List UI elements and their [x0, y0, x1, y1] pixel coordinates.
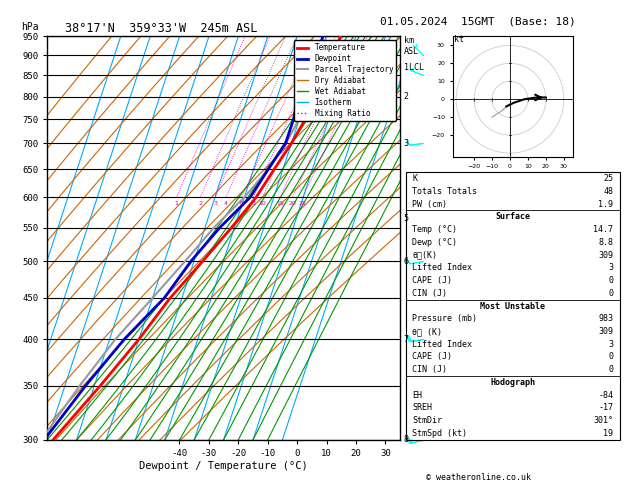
Text: Surface: Surface [495, 212, 530, 221]
Text: 6: 6 [404, 257, 409, 265]
Text: SREH: SREH [412, 403, 432, 413]
Text: CAPE (J): CAPE (J) [412, 352, 452, 362]
Text: 0: 0 [608, 352, 613, 362]
Text: PW (cm): PW (cm) [412, 200, 447, 208]
Text: Most Unstable: Most Unstable [480, 301, 545, 311]
Text: 3: 3 [213, 201, 217, 206]
Text: -84: -84 [598, 391, 613, 399]
Text: 5: 5 [404, 214, 409, 223]
Text: kt: kt [454, 35, 464, 44]
Legend: Temperature, Dewpoint, Parcel Trajectory, Dry Adiabat, Wet Adiabat, Isotherm, Mi: Temperature, Dewpoint, Parcel Trajectory… [294, 40, 396, 121]
Text: 3: 3 [404, 139, 409, 148]
Text: 25: 25 [299, 201, 307, 206]
Text: hPa: hPa [21, 22, 38, 33]
Text: 1LCL: 1LCL [404, 63, 423, 72]
Text: 6: 6 [240, 201, 243, 206]
Text: 309: 309 [598, 327, 613, 336]
Text: 7: 7 [404, 335, 409, 344]
Text: θᴄ(K): θᴄ(K) [412, 251, 437, 260]
Text: CAPE (J): CAPE (J) [412, 276, 452, 285]
Text: 0: 0 [608, 289, 613, 298]
Text: Totals Totals: Totals Totals [412, 187, 477, 196]
Text: CIN (J): CIN (J) [412, 365, 447, 374]
Text: Lifted Index: Lifted Index [412, 340, 472, 349]
Text: 8: 8 [252, 201, 255, 206]
Text: 301°: 301° [593, 416, 613, 425]
Text: EH: EH [412, 391, 422, 399]
Text: K: K [412, 174, 417, 183]
Text: 1.9: 1.9 [598, 200, 613, 208]
Text: -17: -17 [598, 403, 613, 413]
Text: Lifted Index: Lifted Index [412, 263, 472, 272]
Text: Temp (°C): Temp (°C) [412, 225, 457, 234]
Text: 983: 983 [598, 314, 613, 323]
Text: 4: 4 [224, 201, 228, 206]
Text: 15: 15 [276, 201, 284, 206]
Text: 309: 309 [598, 251, 613, 260]
Text: StmSpd (kt): StmSpd (kt) [412, 429, 467, 438]
Text: 0: 0 [608, 276, 613, 285]
Text: θᴄ (K): θᴄ (K) [412, 327, 442, 336]
Text: CIN (J): CIN (J) [412, 289, 447, 298]
Text: 48: 48 [603, 187, 613, 196]
Text: 2: 2 [404, 92, 409, 101]
Text: © weatheronline.co.uk: © weatheronline.co.uk [426, 473, 530, 482]
Text: 3: 3 [608, 263, 613, 272]
Text: 14.7: 14.7 [593, 225, 613, 234]
Text: 2: 2 [198, 201, 203, 206]
Text: 19: 19 [603, 429, 613, 438]
Text: 3: 3 [608, 340, 613, 349]
Text: 38°17'N  359°33'W  245m ASL: 38°17'N 359°33'W 245m ASL [65, 22, 257, 35]
X-axis label: Dewpoint / Temperature (°C): Dewpoint / Temperature (°C) [139, 461, 308, 470]
Text: 8.8: 8.8 [598, 238, 613, 247]
Text: 1: 1 [175, 201, 179, 206]
Text: Pressure (mb): Pressure (mb) [412, 314, 477, 323]
Text: km
ASL: km ASL [404, 36, 418, 56]
Text: 25: 25 [603, 174, 613, 183]
Text: 8: 8 [404, 435, 409, 444]
Text: Dewp (°C): Dewp (°C) [412, 238, 457, 247]
Text: 20: 20 [289, 201, 297, 206]
Text: Hodograph: Hodograph [490, 378, 535, 387]
Text: StmDir: StmDir [412, 416, 442, 425]
Text: 01.05.2024  15GMT  (Base: 18): 01.05.2024 15GMT (Base: 18) [380, 17, 576, 27]
Text: 0: 0 [608, 365, 613, 374]
Text: 10: 10 [259, 201, 267, 206]
